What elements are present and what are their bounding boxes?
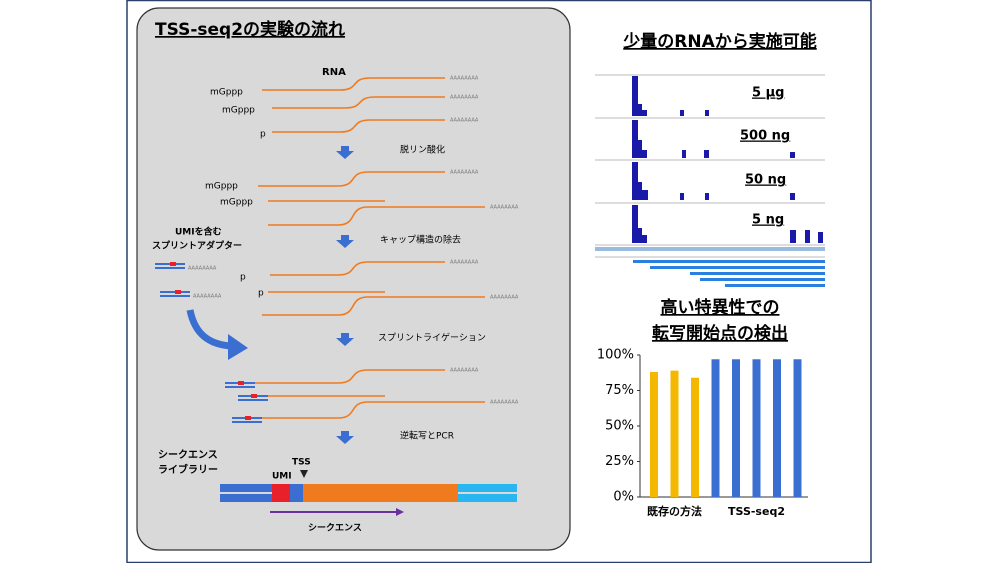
phosphate: p bbox=[258, 289, 264, 299]
rna-strand bbox=[258, 171, 445, 187]
adapter-label: UMIを含む bbox=[175, 226, 222, 238]
sequence-arrow-head bbox=[396, 508, 404, 516]
poly-a: AAAAAAAA bbox=[490, 400, 519, 406]
cap: mGppp bbox=[205, 182, 238, 192]
cap: mGppp bbox=[210, 88, 243, 98]
phosphate: p bbox=[260, 130, 266, 140]
track-label: 500 ng bbox=[740, 129, 790, 144]
track-label: 5 ng bbox=[752, 213, 784, 228]
adapter: AAAAAAAA bbox=[155, 262, 217, 272]
bar bbox=[711, 359, 720, 497]
step-label: 逆転写とPCR bbox=[400, 430, 454, 442]
step-label: スプリントライゲーション bbox=[378, 332, 486, 344]
ligated-strand bbox=[225, 369, 445, 388]
poly-a: AAAAAAAA bbox=[450, 170, 479, 176]
step-label: 脱リン酸化 bbox=[400, 144, 445, 156]
poly-a: AAAAAAAA bbox=[450, 118, 479, 124]
rna-label: RNA bbox=[322, 67, 346, 78]
ligated-strand bbox=[238, 394, 385, 401]
bar bbox=[793, 359, 802, 497]
rna-strand bbox=[272, 96, 445, 109]
poly-a: AAAAAAAA bbox=[450, 368, 479, 374]
left-title: TSS-seq2の実験の流れ bbox=[155, 19, 345, 40]
poly-a: AAAAAAAA bbox=[450, 260, 479, 266]
step-label: キャップ構造の除去 bbox=[380, 234, 461, 246]
rna-strand bbox=[270, 261, 445, 276]
poly-a: AAAAAAAA bbox=[450, 95, 479, 101]
poly-a: AAAAAAAA bbox=[490, 295, 519, 301]
tss-label: TSS bbox=[292, 458, 311, 468]
poly-a: AAAAAAAA bbox=[450, 76, 479, 82]
bar bbox=[691, 377, 699, 497]
y-tick-label: 25% bbox=[605, 454, 634, 469]
bar bbox=[670, 370, 679, 497]
group-label: TSS-seq2 bbox=[728, 505, 785, 518]
bar bbox=[650, 372, 658, 497]
library-label: ライブラリー bbox=[158, 463, 218, 476]
sequence-label: シークエンス bbox=[308, 523, 362, 534]
tss-marker bbox=[300, 470, 308, 478]
y-tick-label: 50% bbox=[605, 419, 634, 434]
phosphate: p bbox=[240, 273, 246, 283]
track-label: 5 μg bbox=[752, 86, 784, 101]
ligated-strand bbox=[232, 401, 485, 423]
rna-strand bbox=[272, 119, 445, 133]
left-panel bbox=[136, 7, 571, 551]
cap: mGppp bbox=[220, 198, 253, 208]
umi-label: UMI bbox=[272, 472, 292, 482]
track-label: 50 ng bbox=[745, 173, 786, 188]
poly-a: AAAAAAAA bbox=[193, 294, 222, 300]
chart-title: 高い特異性での bbox=[661, 297, 780, 318]
down-arrow bbox=[336, 235, 354, 248]
rna-strand bbox=[262, 77, 445, 91]
chart-title: 転写開始点の検出 bbox=[652, 323, 788, 344]
bar bbox=[752, 359, 761, 497]
library-construct bbox=[220, 484, 517, 502]
library-label: シークエンス bbox=[158, 449, 218, 461]
y-tick-label: 100% bbox=[597, 348, 634, 363]
cap: mGppp bbox=[222, 106, 255, 116]
bar bbox=[773, 359, 781, 497]
group-label: 既存の方法 bbox=[647, 504, 702, 518]
y-tick-label: 75% bbox=[605, 383, 634, 398]
rna-strand bbox=[268, 206, 485, 226]
adapter: AAAAAAAA bbox=[160, 290, 222, 300]
rna-strand bbox=[262, 296, 485, 316]
right-top-title: 少量のRNAから実施可能 bbox=[622, 31, 816, 52]
y-tick-label: 0% bbox=[613, 490, 634, 505]
big-arrow bbox=[186, 309, 233, 350]
track-panel bbox=[595, 72, 825, 292]
down-arrow bbox=[336, 431, 354, 444]
poly-a: AAAAAAAA bbox=[188, 266, 217, 272]
down-arrow bbox=[336, 333, 354, 346]
down-arrow bbox=[336, 146, 354, 159]
poly-a: AAAAAAAA bbox=[490, 205, 519, 211]
big-arrow-head bbox=[228, 334, 248, 360]
adapter-label: スプリントアダプター bbox=[152, 240, 242, 252]
bar bbox=[732, 359, 740, 497]
